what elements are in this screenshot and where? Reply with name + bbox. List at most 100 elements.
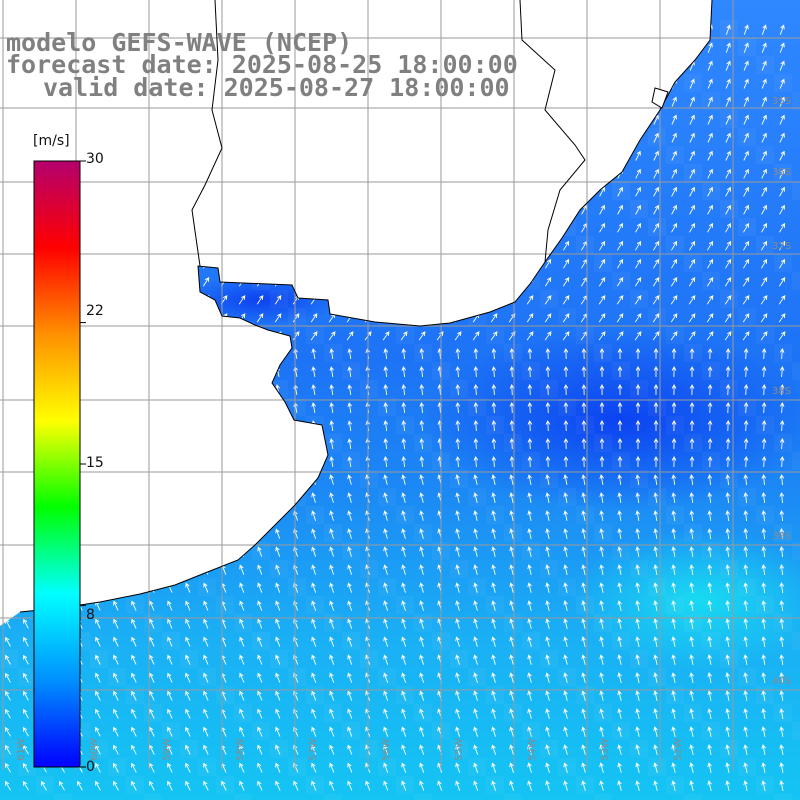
- wind-arrow: [95, 636, 101, 647]
- wind-arrow: [563, 564, 568, 575]
- wind-arrow: [491, 438, 497, 450]
- wind-arrow: [527, 96, 533, 107]
- wind-arrow: [617, 402, 623, 414]
- wind-arrow: [563, 438, 569, 450]
- wind-arrow: [275, 168, 281, 179]
- wind-arrow: [491, 204, 497, 215]
- wind-arrow: [725, 672, 730, 683]
- wind-arrow: [743, 420, 749, 432]
- wind-arrow: [689, 132, 695, 143]
- wind-arrow: [130, 331, 138, 341]
- wind-arrow: [599, 402, 605, 414]
- wind-arrow: [149, 366, 154, 377]
- wind-arrow: [527, 204, 533, 215]
- wind-arrow: [563, 600, 568, 612]
- wind-arrow: [419, 564, 424, 575]
- wind-arrow: [473, 600, 478, 611]
- wind-arrow: [725, 114, 731, 125]
- wind-arrow: [761, 150, 767, 161]
- wind-arrow: [23, 762, 29, 773]
- wind-arrow: [383, 366, 389, 378]
- wind-arrow: [41, 150, 47, 161]
- wind-arrow: [670, 295, 678, 305]
- wind-arrow: [455, 150, 461, 161]
- wind-arrow: [257, 168, 263, 179]
- wind-arrow: [563, 258, 570, 269]
- colorbar-tick-8: 8: [86, 607, 95, 623]
- wind-arrow: [779, 780, 784, 791]
- wind-arrow: [581, 132, 587, 143]
- wind-arrow: [419, 168, 425, 179]
- wind-arrow: [149, 348, 154, 359]
- wind-arrow: [689, 240, 696, 251]
- wind-arrow: [22, 295, 30, 305]
- wind-arrow: [635, 402, 641, 413]
- wind-arrow: [635, 564, 640, 575]
- wind-arrow: [743, 150, 749, 161]
- wind-arrow: [581, 114, 587, 125]
- wind-arrow: [563, 744, 568, 755]
- wind-arrow: [113, 672, 119, 683]
- wind-arrow: [670, 331, 678, 341]
- wind-arrow: [454, 295, 462, 305]
- wind-arrow: [635, 618, 640, 629]
- wind-arrow: [634, 295, 642, 305]
- wind-arrow: [635, 42, 641, 53]
- wind-arrow: [653, 510, 658, 521]
- wind-arrow: [5, 150, 11, 161]
- wind-arrow: [581, 708, 586, 719]
- wind-arrow: [95, 348, 100, 359]
- wind-arrow: [761, 672, 766, 683]
- wind-arrow: [95, 492, 101, 503]
- wind-arrow: [383, 744, 389, 755]
- wind-arrow: [653, 762, 658, 773]
- wind-arrow: [275, 654, 281, 665]
- wind-arrow: [473, 114, 479, 125]
- wind-arrow: [635, 726, 640, 737]
- wind-arrow: [545, 582, 550, 594]
- wind-arrow: [509, 348, 515, 360]
- wind-arrow: [239, 510, 245, 521]
- wind-arrow: [671, 168, 677, 179]
- wind-arrow: [526, 331, 534, 341]
- wind-arrow: [275, 744, 281, 755]
- wind-arrow: [238, 331, 246, 341]
- wind-arrow: [275, 456, 280, 467]
- wind-arrow: [113, 708, 119, 719]
- wind-arrow: [761, 132, 767, 143]
- wind-arrow: [437, 114, 443, 125]
- wind-arrow: [581, 672, 586, 683]
- wind-arrow: [707, 762, 712, 773]
- wind-arrow: [653, 204, 659, 215]
- wind-arrow: [509, 528, 514, 540]
- wind-arrow: [671, 654, 676, 665]
- wind-arrow: [743, 258, 750, 269]
- wind-arrow: [329, 654, 335, 665]
- wind-arrow: [599, 654, 604, 666]
- wind-arrow: [761, 510, 767, 522]
- wind-arrow: [581, 780, 586, 791]
- wind-arrow: [778, 331, 786, 341]
- wind-arrow: [419, 744, 425, 755]
- wind-arrow: [581, 726, 586, 737]
- wind-arrow: [581, 78, 587, 89]
- wind-arrow: [707, 528, 713, 539]
- wind-arrow: [635, 456, 641, 467]
- wind-arrow: [761, 420, 767, 432]
- wind-arrow: [617, 456, 623, 468]
- wind-arrow: [5, 672, 11, 683]
- wind-arrow: [239, 366, 244, 377]
- wind-arrow: [22, 313, 30, 323]
- wind-arrow: [383, 672, 389, 683]
- wind-arrow: [203, 474, 209, 485]
- wind-arrow: [401, 474, 406, 485]
- wind-arrow: [581, 348, 587, 360]
- wind-arrow: [23, 456, 29, 467]
- wind-arrow: [5, 114, 11, 125]
- wind-arrow: [167, 528, 173, 539]
- wind-arrow: [653, 654, 658, 665]
- wind-arrow: [725, 654, 730, 665]
- wind-arrow: [95, 204, 101, 215]
- wind-arrow: [401, 726, 407, 737]
